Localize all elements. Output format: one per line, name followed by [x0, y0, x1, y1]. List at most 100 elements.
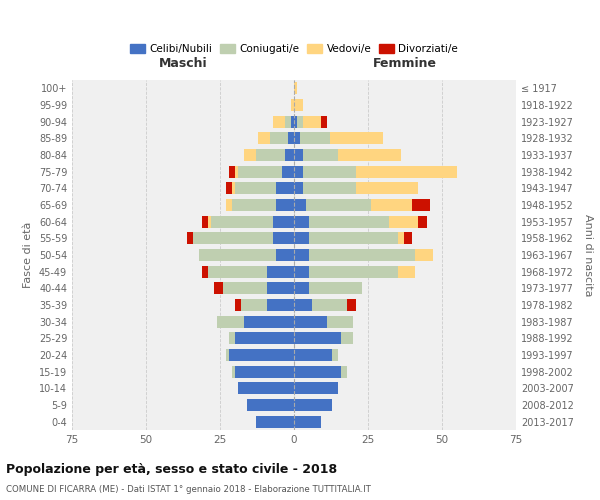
Bar	[294, 132, 300, 144]
Bar	[226, 199, 232, 211]
Bar	[276, 199, 294, 211]
Bar	[309, 232, 398, 244]
Bar	[208, 266, 268, 278]
Bar	[223, 282, 268, 294]
Bar	[294, 216, 309, 228]
Bar	[294, 316, 326, 328]
Bar	[356, 182, 418, 194]
Bar	[294, 366, 341, 378]
Y-axis label: Anni di nascita: Anni di nascita	[583, 214, 593, 296]
Bar	[294, 332, 341, 344]
Y-axis label: Fasce di età: Fasce di età	[23, 222, 33, 288]
Bar	[294, 399, 332, 411]
Bar	[320, 116, 326, 128]
Bar	[238, 166, 282, 177]
Bar	[271, 132, 288, 144]
Bar	[341, 332, 353, 344]
Bar	[294, 299, 312, 311]
Bar	[229, 166, 235, 177]
Bar	[187, 232, 193, 244]
Bar	[415, 249, 433, 261]
Bar	[268, 266, 294, 278]
Bar	[294, 232, 309, 244]
Bar	[285, 149, 294, 161]
Bar	[232, 366, 235, 378]
Bar	[244, 149, 256, 161]
Bar	[398, 266, 415, 278]
Bar	[303, 182, 356, 194]
Bar	[338, 149, 401, 161]
Bar	[294, 282, 309, 294]
Bar	[294, 416, 320, 428]
Bar	[235, 182, 276, 194]
Bar	[294, 116, 297, 128]
Bar	[268, 282, 294, 294]
Bar	[276, 249, 294, 261]
Bar	[202, 266, 208, 278]
Bar	[303, 149, 338, 161]
Bar	[309, 216, 389, 228]
Bar	[256, 416, 294, 428]
Bar	[259, 132, 271, 144]
Bar	[332, 349, 338, 361]
Bar	[294, 149, 303, 161]
Bar	[294, 382, 338, 394]
Bar	[326, 316, 353, 328]
Bar	[309, 266, 398, 278]
Bar	[276, 182, 294, 194]
Bar	[232, 199, 276, 211]
Bar	[297, 116, 303, 128]
Bar	[347, 299, 356, 311]
Bar	[226, 349, 229, 361]
Bar	[208, 216, 211, 228]
Bar	[389, 216, 418, 228]
Bar	[235, 166, 238, 177]
Bar	[303, 166, 356, 177]
Bar	[256, 149, 285, 161]
Bar	[404, 232, 412, 244]
Legend: Celibi/Nubili, Coniugati/e, Vedovi/e, Divorziati/e: Celibi/Nubili, Coniugati/e, Vedovi/e, Di…	[125, 40, 463, 58]
Bar	[268, 299, 294, 311]
Bar	[418, 216, 427, 228]
Bar	[294, 249, 309, 261]
Bar	[291, 116, 294, 128]
Bar	[309, 282, 362, 294]
Bar	[229, 349, 294, 361]
Bar	[235, 299, 241, 311]
Bar	[312, 299, 347, 311]
Text: Popolazione per età, sesso e stato civile - 2018: Popolazione per età, sesso e stato civil…	[6, 462, 337, 475]
Bar	[294, 349, 332, 361]
Bar	[244, 316, 294, 328]
Bar	[288, 132, 294, 144]
Bar	[235, 366, 294, 378]
Bar	[247, 399, 294, 411]
Bar	[214, 282, 223, 294]
Bar	[199, 249, 276, 261]
Bar	[232, 182, 235, 194]
Bar	[294, 166, 303, 177]
Bar	[273, 116, 285, 128]
Bar	[291, 99, 294, 111]
Bar	[294, 199, 306, 211]
Bar	[300, 132, 329, 144]
Text: Femmine: Femmine	[373, 57, 437, 70]
Text: Maschi: Maschi	[158, 57, 208, 70]
Bar	[273, 232, 294, 244]
Bar	[309, 249, 415, 261]
Bar	[229, 332, 235, 344]
Bar	[371, 199, 412, 211]
Bar	[282, 166, 294, 177]
Bar	[412, 199, 430, 211]
Bar	[398, 232, 404, 244]
Bar	[341, 366, 347, 378]
Bar	[294, 82, 297, 94]
Bar	[226, 182, 232, 194]
Bar	[202, 216, 208, 228]
Bar	[306, 199, 371, 211]
Bar	[238, 382, 294, 394]
Bar	[356, 166, 457, 177]
Bar	[285, 116, 291, 128]
Bar	[303, 116, 320, 128]
Bar	[294, 266, 309, 278]
Bar	[211, 216, 273, 228]
